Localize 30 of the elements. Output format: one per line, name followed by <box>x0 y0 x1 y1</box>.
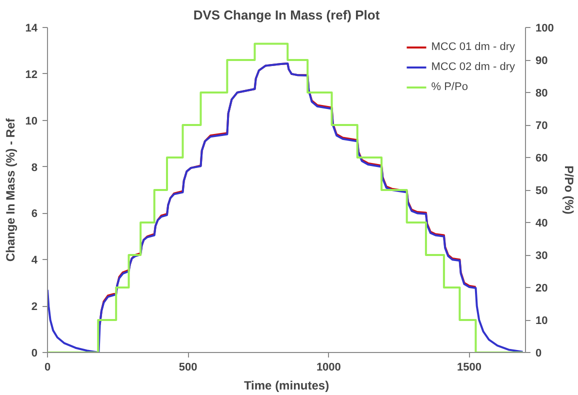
y2-tick-label: 90 <box>536 55 548 67</box>
y-tick-label: 12 <box>25 68 38 81</box>
y2-tick-label: 60 <box>536 152 548 164</box>
legend-label: MCC 02 dm - dry <box>431 61 515 73</box>
y2-tick-label: 10 <box>536 315 548 327</box>
y-tick-label: 4 <box>31 254 38 267</box>
y2-tick-label: 100 <box>536 22 554 34</box>
y-axis-title: Change In Mass (%) - Ref <box>3 117 18 262</box>
x-tick-label: 500 <box>178 362 198 374</box>
y2-tick-label: 20 <box>536 282 548 294</box>
x-tick-label: 0 <box>44 362 51 374</box>
y2-tick-label: 0 <box>536 348 542 360</box>
x-tick-label: 1000 <box>316 362 341 374</box>
y-tick-label: 6 <box>31 208 38 220</box>
y2-axis-title: P/Po (%) <box>562 166 576 214</box>
y2-tick-label: 40 <box>536 218 548 230</box>
y-tick-label: 14 <box>25 22 38 34</box>
x-axis-title: Time (minutes) <box>244 378 330 392</box>
y-tick-label: 0 <box>31 348 38 360</box>
y2-tick-label: 30 <box>536 250 548 262</box>
y2-tick-label: 50 <box>536 185 548 197</box>
legend-label: MCC 01 dm - dry <box>431 41 515 53</box>
chart-title: DVS Change In Mass (ref) Plot <box>193 8 380 22</box>
legend-label: % P/Po <box>431 81 468 93</box>
y2-tick-label: 70 <box>536 120 548 132</box>
x-tick-label: 1500 <box>457 362 482 374</box>
y-tick-label: 2 <box>31 301 38 314</box>
y-tick-label: 10 <box>25 115 38 128</box>
y2-tick-label: 80 <box>536 88 548 100</box>
y-tick-label: 8 <box>31 162 38 174</box>
